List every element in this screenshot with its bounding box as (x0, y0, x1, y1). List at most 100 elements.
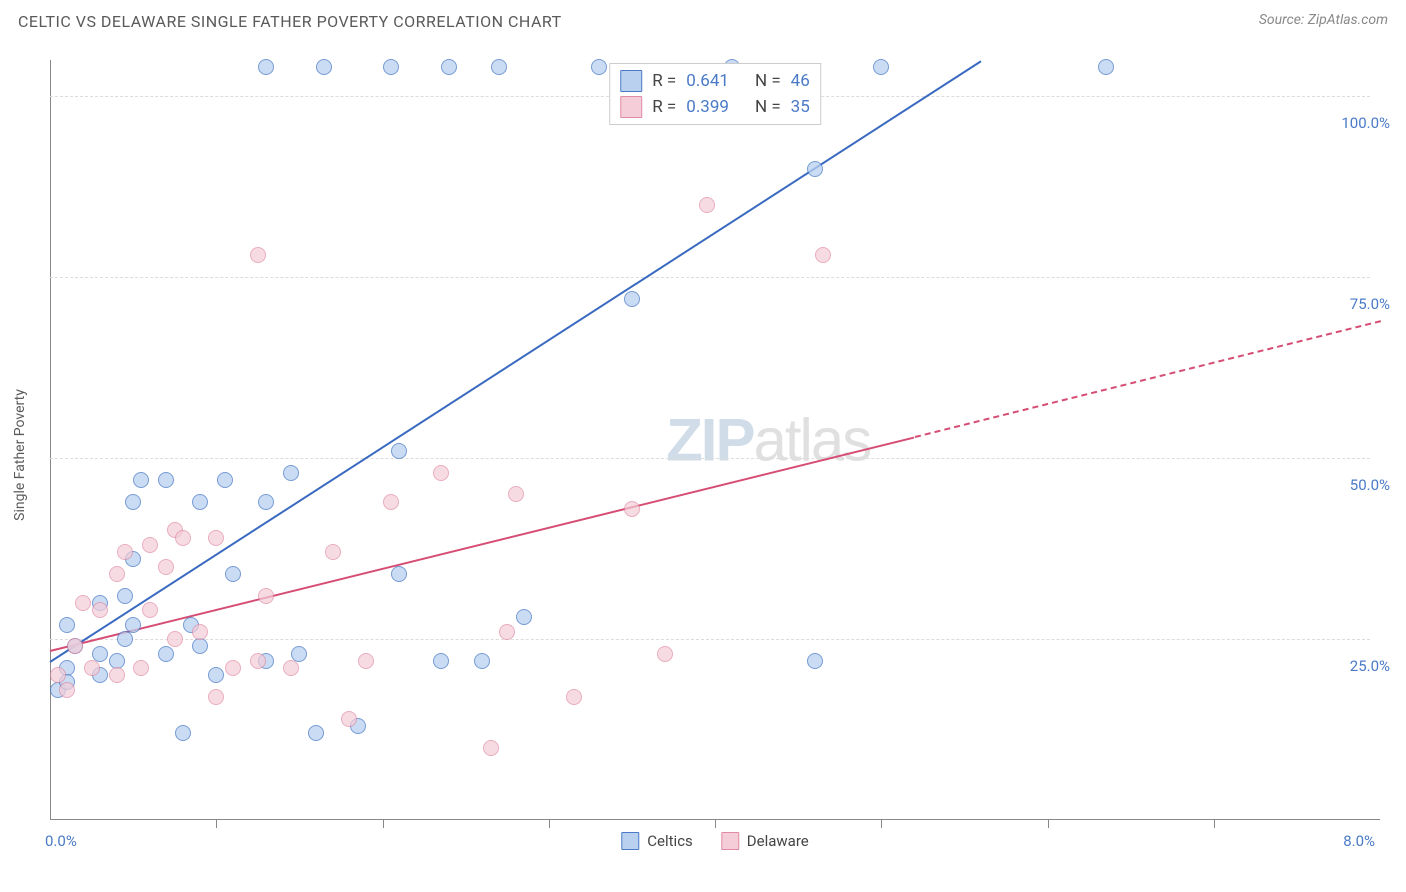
data-point (483, 740, 499, 756)
celtics-swatch-icon (620, 70, 642, 92)
data-point (117, 544, 133, 560)
data-point (59, 617, 75, 633)
data-point (1098, 59, 1114, 75)
data-point (341, 711, 357, 727)
x-tick (1214, 820, 1215, 828)
data-point (225, 660, 241, 676)
data-point (84, 660, 100, 676)
data-point (291, 646, 307, 662)
y-axis-label: Single Father Poverty (12, 389, 28, 521)
data-point (142, 537, 158, 553)
data-point (75, 595, 91, 611)
data-point (283, 465, 299, 481)
y-tick-label: 50.0% (1350, 476, 1390, 494)
data-point (807, 653, 823, 669)
delaware-swatch-icon (620, 96, 642, 118)
legend-item-delaware: Delaware (721, 832, 809, 850)
data-point (250, 247, 266, 263)
data-point (208, 689, 224, 705)
data-point (283, 660, 299, 676)
stats-legend-row-celtics: R = 0.641 N = 46 (620, 68, 810, 94)
y-tick-label: 75.0% (1350, 295, 1390, 313)
legend-label: Delaware (747, 832, 809, 850)
data-point (258, 59, 274, 75)
x-tick (383, 820, 384, 828)
x-tick (216, 820, 217, 828)
data-point (167, 631, 183, 647)
data-point (117, 588, 133, 604)
data-point (624, 501, 640, 517)
data-point (391, 566, 407, 582)
data-point (815, 247, 831, 263)
series-legend: Celtics Delaware (621, 832, 808, 850)
data-point (566, 689, 582, 705)
celtics-swatch-icon (621, 832, 639, 850)
stats-legend: R = 0.641 N = 46 R = 0.399 N = 35 (609, 63, 821, 125)
grid-line (50, 639, 1370, 640)
stats-legend-row-delaware: R = 0.399 N = 35 (620, 94, 810, 120)
data-point (175, 530, 191, 546)
delaware-swatch-icon (721, 832, 739, 850)
data-point (109, 667, 125, 683)
data-point (250, 653, 266, 669)
y-tick-label: 100.0% (1341, 114, 1390, 132)
data-point (142, 602, 158, 618)
data-point (491, 59, 507, 75)
data-point (117, 631, 133, 647)
data-point (208, 667, 224, 683)
data-point (433, 653, 449, 669)
data-point (358, 653, 374, 669)
plot-area: ZIPatlas 0.0% 8.0% R = 0.641 N = 46 R = … (50, 60, 1380, 820)
data-point (158, 472, 174, 488)
data-point (92, 646, 108, 662)
y-tick-label: 25.0% (1350, 657, 1390, 675)
data-point (657, 646, 673, 662)
grid-line (50, 277, 1370, 278)
data-point (316, 59, 332, 75)
data-point (192, 638, 208, 654)
data-point (441, 59, 457, 75)
watermark: ZIPatlas (666, 406, 870, 475)
data-point (217, 472, 233, 488)
chart-title: CELTIC VS DELAWARE SINGLE FATHER POVERTY… (18, 12, 562, 31)
data-point (175, 725, 191, 741)
data-point (109, 566, 125, 582)
data-point (208, 530, 224, 546)
data-point (308, 725, 324, 741)
grid-line (50, 458, 1370, 459)
data-point (133, 472, 149, 488)
data-point (591, 59, 607, 75)
x-axis-max-label: 8.0% (1343, 832, 1375, 850)
data-point (125, 494, 141, 510)
data-point (258, 494, 274, 510)
data-point (258, 588, 274, 604)
x-tick (715, 820, 716, 828)
x-tick (1048, 820, 1049, 828)
data-point (158, 646, 174, 662)
trend-line (49, 60, 981, 662)
data-point (516, 609, 532, 625)
trend-line (914, 321, 1380, 439)
x-axis-min-label: 0.0% (45, 832, 77, 850)
data-point (433, 465, 449, 481)
data-point (807, 161, 823, 177)
data-point (67, 638, 83, 654)
x-tick (881, 820, 882, 828)
data-point (699, 197, 715, 213)
data-point (624, 291, 640, 307)
data-point (133, 660, 149, 676)
data-point (499, 624, 515, 640)
source-attribution: Source: ZipAtlas.com (1259, 12, 1388, 28)
data-point (50, 667, 66, 683)
data-point (873, 59, 889, 75)
data-point (383, 59, 399, 75)
data-point (325, 544, 341, 560)
data-point (59, 682, 75, 698)
data-point (158, 559, 174, 575)
legend-item-celtics: Celtics (621, 832, 693, 850)
data-point (474, 653, 490, 669)
data-point (391, 443, 407, 459)
data-point (508, 486, 524, 502)
legend-label: Celtics (647, 832, 693, 850)
chart-container: Single Father Poverty ZIPatlas 0.0% 8.0%… (50, 60, 1380, 850)
